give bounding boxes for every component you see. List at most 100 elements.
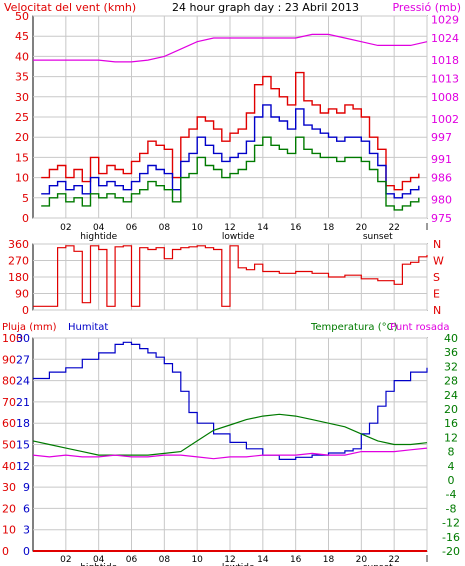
rain-axis-title: Pluja (mm): [2, 322, 57, 333]
pressure-tick-label: 1029: [431, 14, 459, 27]
rain-tick-label: 60: [2, 417, 16, 430]
x-tick-label: 18: [323, 555, 335, 565]
x-tick-label: 08: [159, 223, 171, 233]
x-tick-label: 16: [290, 223, 302, 233]
x-tick-label: 04: [93, 223, 105, 233]
x-tick-label: l: [426, 223, 429, 233]
dewpoint-axis-title: Punt rosada: [390, 322, 449, 333]
temperature-tick-label: -20: [442, 545, 460, 558]
x-tick-label: 20: [356, 223, 368, 233]
temperature-tick-label: 0: [448, 474, 455, 487]
wind-tick-label: 15: [15, 151, 29, 164]
wind_min-line: [41, 136, 420, 211]
x-tick-label: 10: [191, 223, 203, 233]
wind-tick-label: 40: [15, 50, 29, 63]
wind-tick-label: 45: [15, 30, 29, 43]
wind-tick-label: 10: [15, 172, 29, 185]
humidity-tick-label: 18: [16, 417, 30, 430]
humidity-tick-label: 15: [16, 439, 30, 452]
humidity-tick-label: 12: [16, 460, 30, 473]
graph-title: 24 hour graph day : 23 Abril 2013: [172, 1, 359, 14]
temperature-tick-label: 40: [444, 332, 458, 345]
x-tick-label: 06: [126, 555, 138, 565]
x-tick-label: 02: [60, 555, 71, 565]
x-tick-label: 16: [290, 555, 302, 565]
wind-tick-label: 30: [15, 91, 29, 104]
wind-direction-panel: 360 N 270 W 180 S 90 E 0 N: [8, 238, 444, 317]
pressure-tick-label: 1024: [431, 32, 459, 45]
pressure-tick-label: 991: [431, 153, 452, 166]
x-tick-label: 12: [224, 555, 235, 565]
wind-pressure-panel: 0 5 10 15 20 25 30 35 40 45 50 02 04 06 08 10 12 14 16 18 20…: [15, 10, 459, 242]
compass-label: N: [433, 304, 441, 317]
x-tick-label: 22: [388, 223, 399, 233]
humidity-line: [33, 341, 428, 460]
temperature-tick-label: 28: [444, 375, 458, 388]
humidity-tick-label: 9: [23, 481, 30, 494]
temperature-tick-label: 12: [444, 431, 458, 444]
direction-tick-label: 360: [8, 238, 29, 251]
wind-tick-label: 50: [15, 10, 29, 23]
humidity-tick-label: 6: [23, 502, 30, 515]
event-label-lowtide: lowtide: [222, 232, 255, 242]
rain-tick-label: 20: [2, 502, 16, 515]
direction-tick-label: 180: [8, 271, 29, 284]
compass-label: E: [433, 288, 440, 301]
pressure-axis-title: Pressió (mb): [392, 1, 461, 14]
temperature-tick-label: -8: [446, 502, 457, 515]
direction-tick-label: 90: [15, 288, 29, 301]
event-label-lowtide: lowtide: [222, 563, 255, 566]
direction-tick-label: 270: [8, 255, 29, 268]
temperature-tick-label: -12: [442, 517, 460, 530]
direction-tick-label: 0: [22, 304, 29, 317]
humidity-axis-title: Humitat: [68, 322, 108, 333]
humidity-tick-label: 27: [16, 353, 30, 366]
pressure-tick-label: 1002: [431, 113, 459, 126]
rain-tick-label: 10: [2, 524, 16, 537]
wind-tick-label: 20: [15, 131, 29, 144]
temperature-tick-label: 36: [444, 346, 458, 359]
wind-tick-label: 25: [15, 111, 29, 124]
temperature-tick-label: 32: [444, 360, 458, 373]
temperature-tick-label: -16: [442, 531, 460, 544]
temperature-tick-label: 16: [444, 417, 458, 430]
temperature-tick-label: 20: [444, 403, 458, 416]
x-tick-label: 02: [60, 223, 71, 233]
x-tick-label: 20: [356, 555, 368, 565]
dewpoint-line: [32, 447, 428, 460]
x-tick-label: 08: [159, 555, 171, 565]
event-label-hightide: hightide: [80, 563, 117, 566]
temperature-axis-title: Temperatura (°C): [310, 322, 398, 333]
compass-label: S: [433, 271, 440, 284]
x-tick-label: 06: [126, 223, 138, 233]
x-tick-label: 14: [257, 223, 269, 233]
wind-axis-title: Velocitat del vent (kmh): [4, 1, 136, 14]
pressure-line: [33, 33, 428, 63]
humidity-tick-label: 24: [16, 375, 30, 388]
rain-tick-label: 70: [2, 396, 16, 409]
rain-tick-label: 40: [2, 460, 16, 473]
rain-tick-label: 0: [2, 545, 9, 558]
pressure-tick-label: 1018: [431, 54, 459, 67]
x-tick-label: 14: [257, 555, 269, 565]
humidity-tick-label: 30: [16, 332, 30, 345]
temperature-line: [32, 413, 428, 456]
x-tick-label: 10: [191, 555, 203, 565]
compass-label: N: [433, 238, 441, 251]
event-label-sunset: sunset: [363, 563, 393, 566]
x-tick-label: l: [426, 555, 429, 565]
rain-tick-label: 50: [2, 439, 16, 452]
pressure-tick-label: 975: [431, 212, 452, 225]
compass-label: W: [433, 255, 444, 268]
temperature-tick-label: 24: [444, 389, 458, 402]
wind-tick-label: 5: [22, 192, 29, 205]
event-label-hightide: hightide: [80, 232, 117, 242]
rain-tick-label: 100: [2, 332, 23, 345]
event-label-sunset: sunset: [363, 232, 393, 242]
x-tick-label: 12: [224, 223, 235, 233]
pressure-tick-label: 997: [431, 131, 452, 144]
wind-tick-label: 35: [15, 71, 29, 84]
rain-tick-label: 30: [2, 481, 16, 494]
